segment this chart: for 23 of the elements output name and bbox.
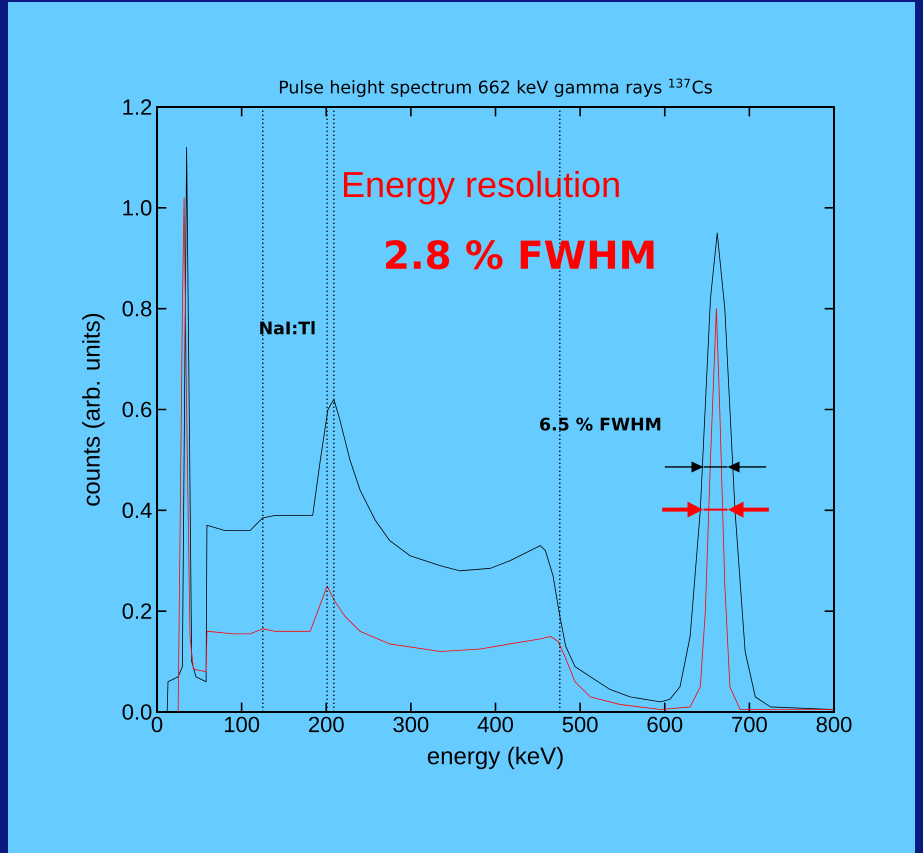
annotation: 2.8 % FWHM	[386, 240, 654, 270]
x-tick-label: 0	[152, 716, 162, 732]
chart-title: Pulse height spectrum 662 keV gamma rays $^{137}$Cs	[280, 78, 712, 97]
y-tick-label: 0.8	[122, 300, 152, 316]
y-tick-label: 1.2	[123, 99, 152, 115]
y-tick-label: 1.0	[123, 200, 152, 216]
y-axis-title: counts (arb. units)	[82, 314, 105, 506]
x-tick-label: 400	[478, 716, 513, 732]
x-tick-label: 600	[648, 716, 682, 732]
y-tick-label: 0.2	[122, 603, 152, 619]
x-tick-label: 800	[816, 716, 852, 732]
x-tick-label: 300	[393, 716, 428, 732]
x-axis-title: energy (keV)	[428, 746, 563, 770]
x-tick-label: 700	[732, 716, 767, 732]
annotation: 6.5 % FWHM	[540, 418, 660, 431]
annotation: Energy resolution	[344, 170, 619, 204]
x-tick-label: 500	[562, 716, 598, 732]
annotation: NaI:Tl	[260, 321, 315, 335]
y-tick-label: 0.4	[122, 502, 152, 518]
y-tick-label: 0.0	[122, 704, 152, 720]
x-tick-label: 200	[309, 716, 344, 732]
x-tick-label: 100	[224, 716, 260, 732]
y-tick-label: 0.6	[122, 402, 152, 418]
